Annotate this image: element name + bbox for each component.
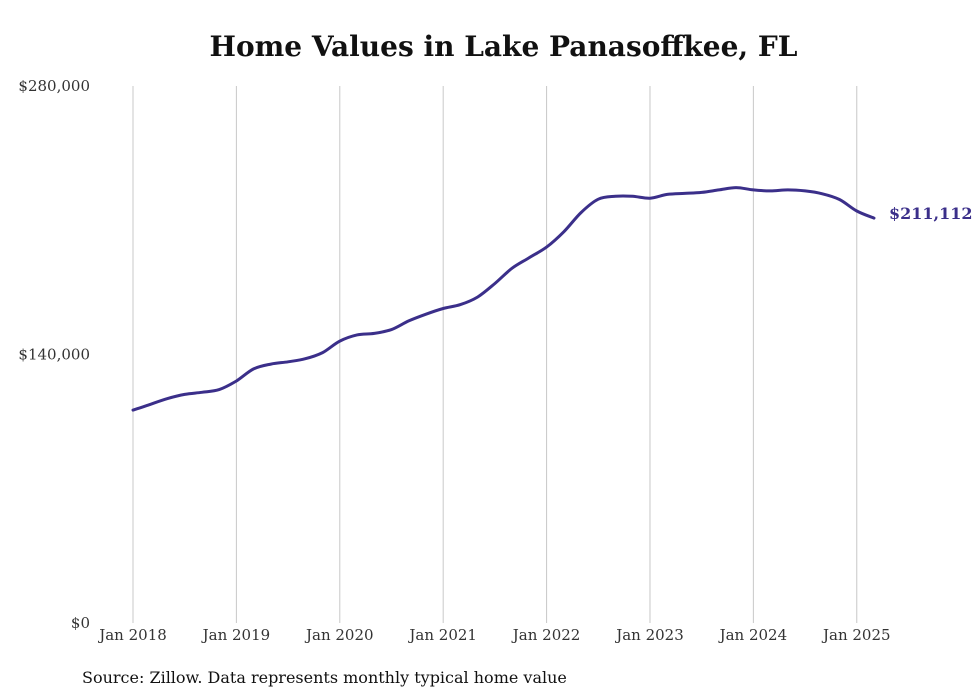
x-tick-label: Jan 2020 — [304, 626, 374, 644]
y-tick-label: $140,000 — [18, 346, 90, 364]
chart-title: Home Values in Lake Panasoffkee, FL — [209, 30, 798, 63]
source-note: Source: Zillow. Data represents monthly … — [82, 668, 567, 687]
end-value-label: $211,112 — [889, 204, 973, 223]
x-tick-label: Jan 2021 — [407, 626, 477, 644]
y-tick-label: $280,000 — [18, 77, 90, 95]
y-tick-label: $0 — [71, 614, 90, 632]
x-tick-label: Jan 2018 — [97, 626, 167, 644]
x-tick-label: Jan 2019 — [201, 626, 271, 644]
x-tick-label: Jan 2023 — [614, 626, 684, 644]
x-tick-label: Jan 2025 — [821, 626, 891, 644]
x-tick-label: Jan 2022 — [511, 626, 581, 644]
series-line — [131, 186, 876, 412]
x-tick-label: Jan 2024 — [718, 626, 788, 644]
